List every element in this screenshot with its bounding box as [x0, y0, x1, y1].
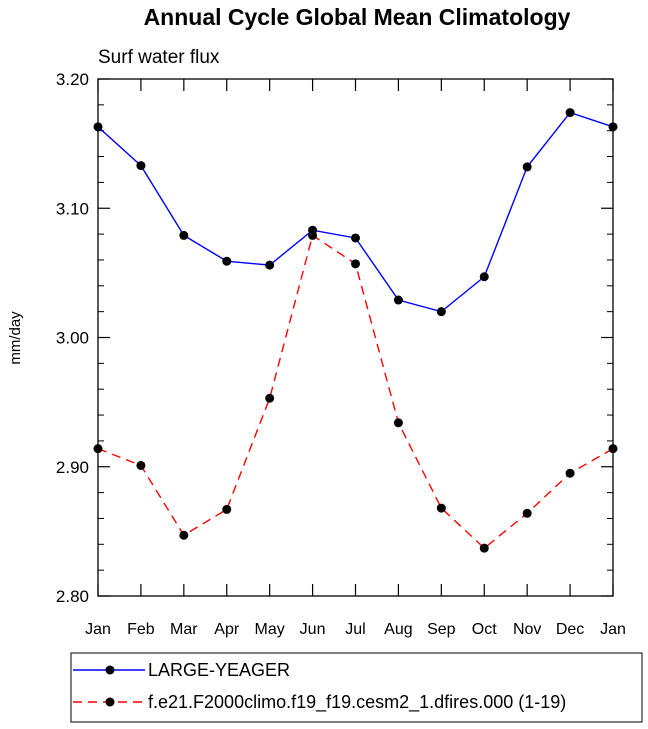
legend-label-1: LARGE-YEAGER [148, 660, 290, 680]
y-tick-labels: 2.80 2.90 3.00 3.10 3.20 [56, 70, 89, 606]
y-tick-label: 3.00 [56, 329, 89, 348]
x-tick-label: Jan [600, 621, 626, 638]
x-tick-label: Mar [170, 621, 198, 638]
x-tick-label: Aug [384, 621, 412, 638]
series-2-point [436, 503, 446, 513]
legend-label-2: f.e21.F2000climo.f19_f19.cesm2_1.dfires.… [148, 692, 566, 713]
y-tick-label: 3.20 [56, 70, 89, 89]
series-line-2 [97, 234, 614, 550]
series-1-point [565, 108, 575, 118]
series-2-point [479, 543, 489, 553]
minor-ticks [98, 104, 613, 571]
x-tick-label: May [255, 621, 285, 638]
x-tick-label: Jun [300, 621, 326, 638]
series-1-point [351, 233, 360, 243]
series-1-point [393, 295, 403, 305]
x-tick-label: Dec [556, 621, 584, 638]
x-tick-label: Nov [513, 621, 541, 638]
chart-subtitle: Surf water flux [98, 47, 220, 68]
legend-marker-2 [105, 697, 115, 707]
legend-marker-1 [105, 665, 115, 675]
series-1-point [179, 230, 189, 240]
series-2-point [222, 504, 232, 514]
series-2-point [308, 230, 318, 240]
series-1-point [265, 260, 275, 270]
x-tick-label: Feb [127, 621, 155, 638]
x-tick-label: Jul [345, 621, 365, 638]
series-2-point [522, 508, 532, 518]
series-1-point [136, 161, 146, 171]
y-tick-label: 3.10 [56, 199, 89, 218]
series-2-point [351, 259, 360, 269]
series-line-1 [97, 111, 614, 313]
series-layer [93, 108, 618, 553]
y-tick-label: 2.80 [56, 587, 89, 606]
legend-box [70, 652, 643, 723]
legend: LARGE-YEAGER f.e21.F2000climo.f19_f19.ces… [70, 652, 643, 723]
series-2-point [179, 530, 189, 540]
series-2-point [393, 418, 403, 428]
x-tick-labels: Jan Feb Mar Apr May Jun Jul Aug Sep Oct Nov Dec Jan [85, 621, 626, 638]
x-tick-label: Sep [427, 621, 456, 638]
x-tick-label: Jan [85, 621, 111, 638]
series-1-point [522, 162, 532, 172]
series-1-point [479, 272, 489, 282]
y-tick-label: 2.90 [56, 458, 89, 477]
series-1-point [222, 256, 232, 266]
x-tick-label: Apr [214, 621, 240, 638]
y-axis-label: mm/day [7, 311, 24, 365]
plot-frame [97, 78, 614, 597]
series-2-point [136, 460, 146, 470]
series-1-point [436, 307, 446, 317]
x-tick-label: Oct [472, 621, 497, 638]
series-2-point [265, 393, 275, 403]
series-2-point [565, 468, 575, 478]
chart-title: Annual Cycle Global Mean Climatology [144, 4, 571, 30]
